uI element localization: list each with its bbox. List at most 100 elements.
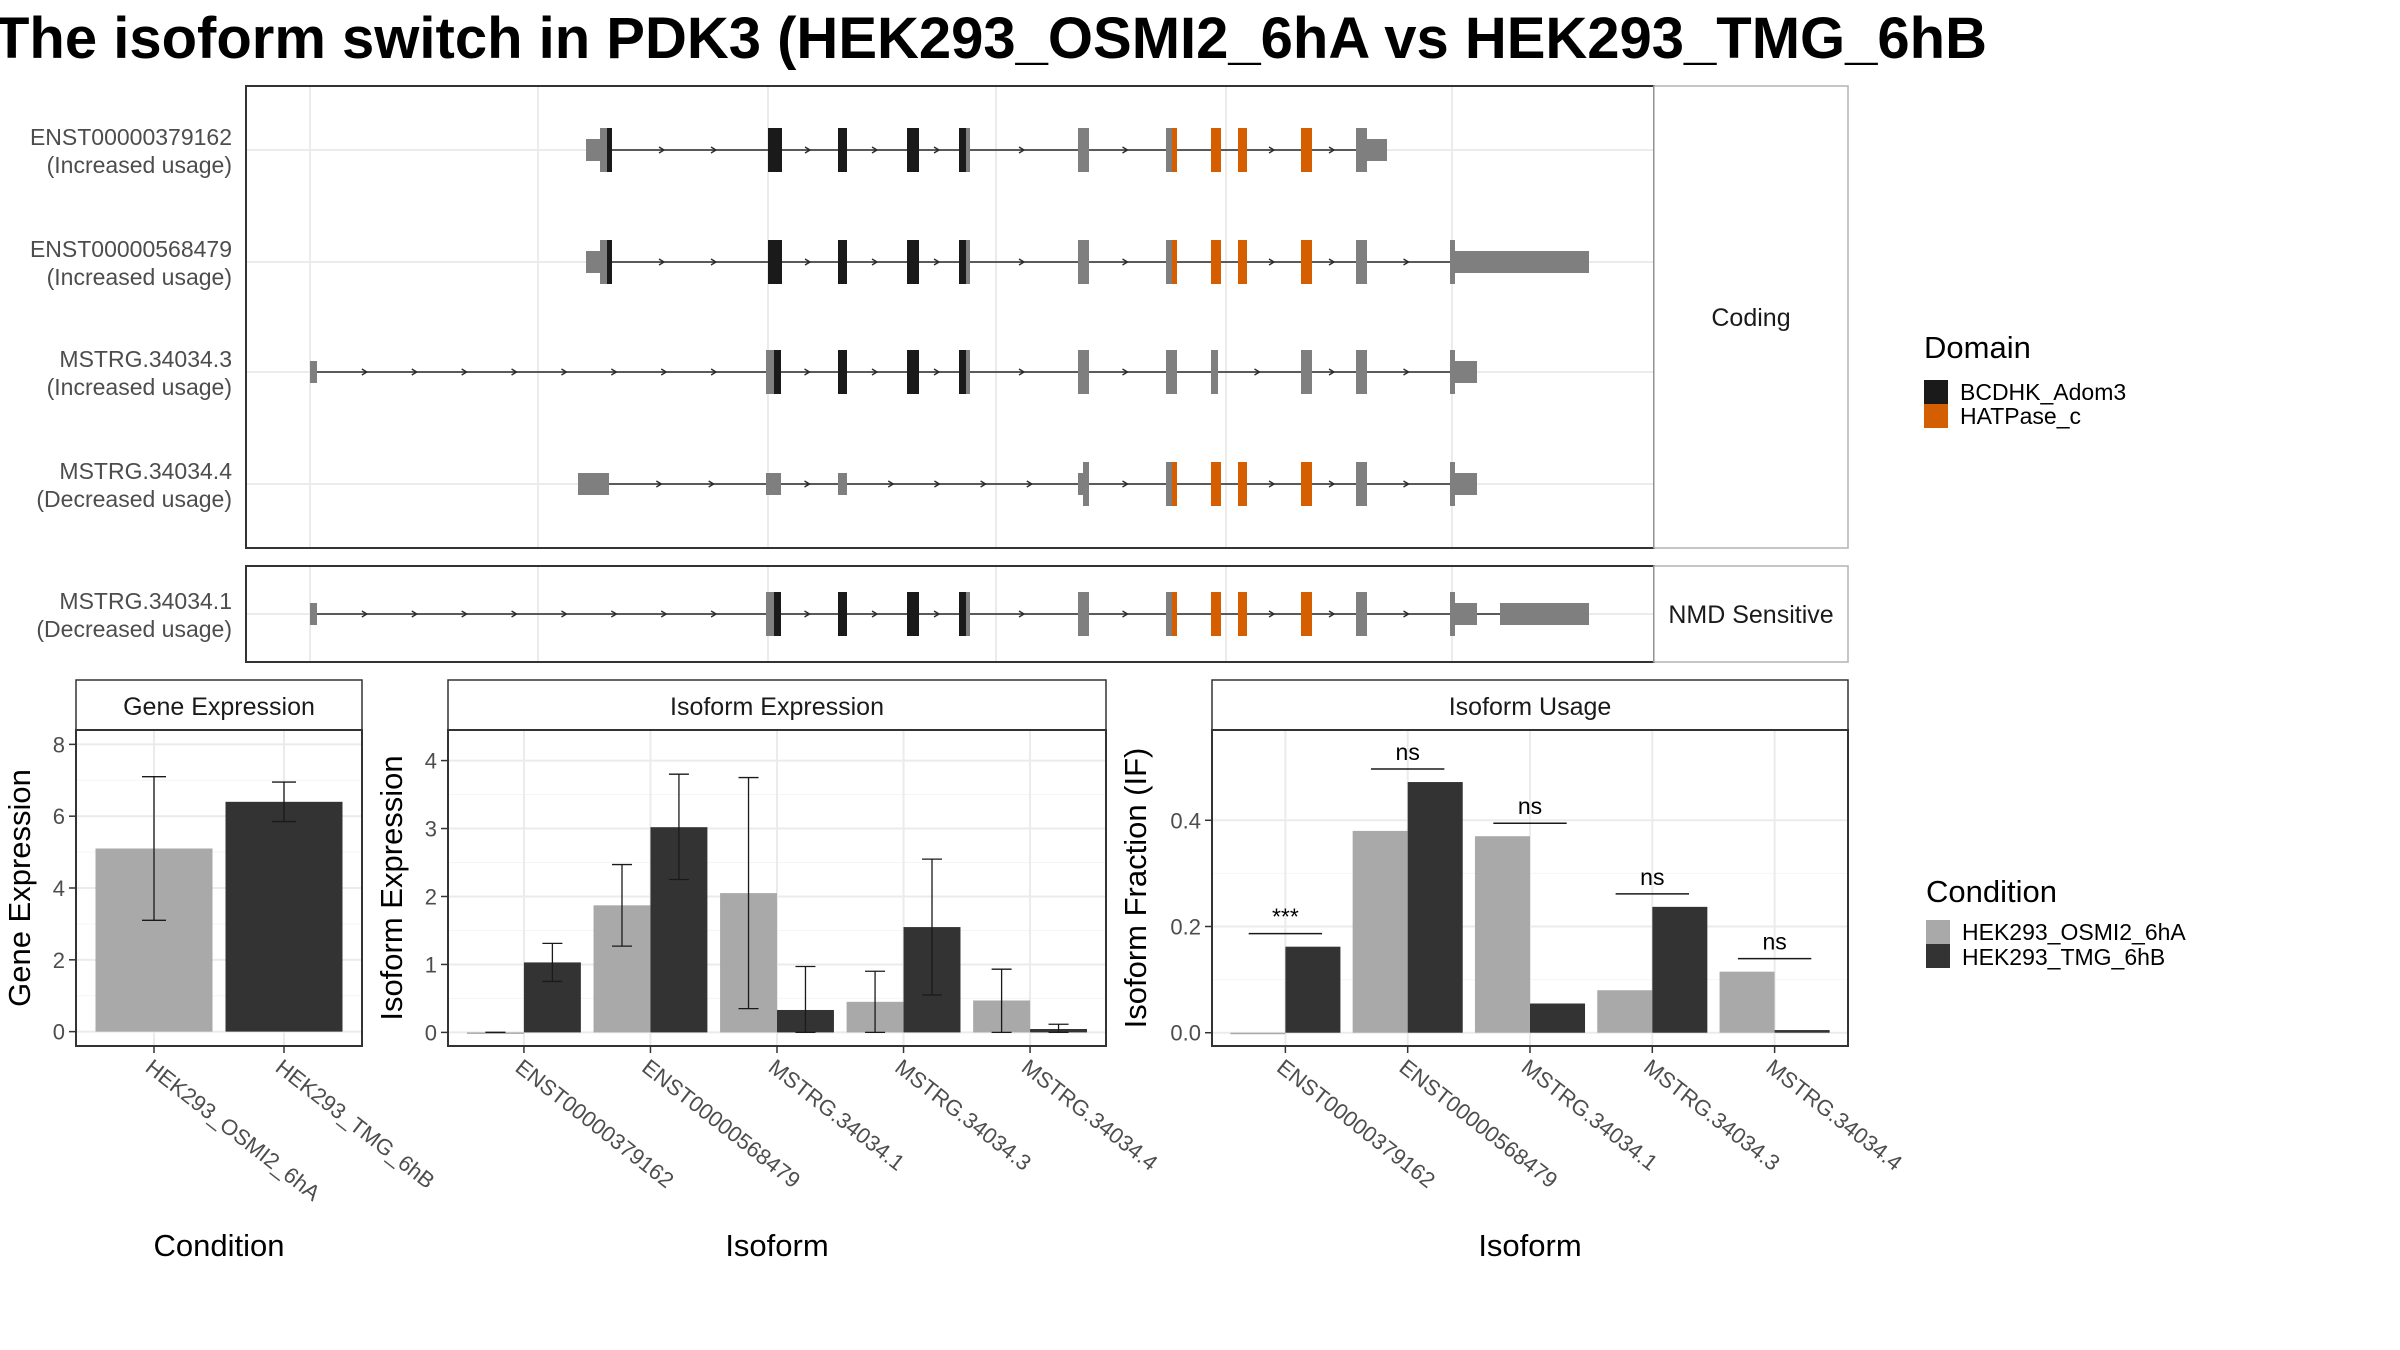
chart-panel-border — [1211, 729, 1849, 1047]
exon — [1450, 592, 1455, 636]
bar — [466, 1032, 524, 1034]
intron-arrow — [1122, 258, 1129, 266]
exon — [966, 128, 970, 172]
intron-arrow — [610, 610, 618, 618]
intron-arrow — [1328, 146, 1336, 154]
condition-legend: Condition HEK293_OSMI2_6hA HEK293_TMG_6h… — [1926, 874, 2186, 970]
exon — [600, 240, 607, 284]
exon — [966, 350, 970, 394]
exon — [1356, 462, 1367, 506]
transcript-row-MSTRG.34034.3: MSTRG.34034.3(Increased usage) — [47, 346, 1477, 400]
bar — [1597, 990, 1653, 1033]
bar — [1285, 946, 1341, 1033]
intron-arrow — [1254, 368, 1261, 376]
transcript-row-ENST00000568479: ENST00000568479(Increased usage) — [30, 236, 1589, 290]
exon — [838, 473, 847, 495]
intron-arrow — [804, 368, 811, 376]
intron-arrow — [710, 258, 718, 266]
transcript-row-MSTRG.34034.1: MSTRG.34034.1(Decreased usage) — [36, 588, 1589, 642]
intron-arrow — [461, 368, 469, 376]
domain-bcdhk-exon — [907, 350, 919, 394]
transcript-label-usage: (Increased usage) — [47, 152, 232, 178]
intron-arrow — [658, 258, 666, 266]
domain-bcdhk-exon — [838, 350, 847, 394]
exon — [1356, 128, 1367, 172]
exon — [966, 240, 970, 284]
bar — [1352, 830, 1408, 1033]
intron-arrow — [658, 146, 666, 154]
facet-strip-label: NMD Sensitive — [1668, 601, 1833, 629]
domain-bcdhk-exon — [959, 350, 966, 394]
intron-arrow — [361, 610, 369, 618]
facet-strip-label: Coding — [1711, 304, 1790, 332]
chart-strip — [447, 679, 1107, 731]
intron-arrow — [411, 610, 419, 618]
exon — [1450, 350, 1455, 394]
chart-strip — [75, 679, 363, 731]
intron-arrow — [871, 146, 879, 154]
intron-arrow — [561, 610, 568, 618]
domain-hatpase-exon — [1238, 592, 1247, 636]
intron-arrow — [1268, 480, 1276, 488]
condition-legend-label-b: HEK293_TMG_6hB — [1962, 944, 2165, 970]
domain-bcdhk-exon — [907, 592, 919, 636]
domain-bcdhk-exon — [838, 592, 847, 636]
intron-arrow — [1403, 368, 1410, 376]
y-axis-title: Gene Expression — [2, 769, 37, 1007]
domain-hatpase-exon — [1238, 128, 1247, 172]
exon — [1356, 350, 1367, 394]
intron-arrow — [1018, 610, 1026, 618]
intron-arrow — [1328, 610, 1336, 618]
intron-arrow — [804, 480, 811, 488]
exon — [1078, 592, 1089, 636]
domain-bcdhk-exon — [607, 128, 612, 172]
intron-arrow — [708, 480, 716, 488]
domain-legend-title: Domain — [1924, 330, 2031, 365]
intron-arrow — [933, 368, 941, 376]
intron-arrow — [1018, 368, 1026, 376]
bar — [1719, 971, 1775, 1033]
exon — [766, 592, 774, 636]
bar — [1407, 782, 1463, 1033]
y-tick-label: 4 — [53, 876, 65, 901]
y-tick-label: 0 — [53, 1020, 65, 1045]
y-tick-label: 6 — [53, 804, 65, 829]
domain-hatpase-exon — [1211, 128, 1221, 172]
domain-bcdhk-exon — [607, 240, 612, 284]
significance-label: ns — [1640, 864, 1664, 890]
chart-panel-border — [447, 729, 1107, 1047]
domain-bcdhk-exon — [959, 592, 966, 636]
intron-arrow — [710, 368, 718, 376]
exon — [310, 361, 317, 383]
intron-arrow — [933, 146, 941, 154]
exon — [966, 592, 970, 636]
intron-arrow — [660, 368, 668, 376]
y-tick-label: 0 — [425, 1020, 437, 1045]
intron-arrow — [1328, 368, 1336, 376]
domain-bcdhk-exon — [838, 240, 847, 284]
domain-legend: Domain BCDHK_Adom3 HATPase_c — [1924, 330, 2126, 429]
exon — [1078, 350, 1089, 394]
intron-arrow — [1026, 480, 1034, 488]
x-tick-label: MSTRG.34034.3 — [890, 1054, 1035, 1175]
intron-arrow — [1403, 610, 1410, 618]
exon — [310, 603, 317, 625]
transcript-label-id: MSTRG.34034.1 — [59, 588, 232, 614]
facet-strip — [1653, 85, 1849, 549]
intron-arrow — [1018, 146, 1026, 154]
domain-hatpase-exon — [1301, 128, 1312, 172]
exon — [1166, 350, 1177, 394]
domain-hatpase-exon — [1211, 462, 1221, 506]
x-axis-title: Isoform — [725, 1228, 828, 1263]
chart-title: Isoform Expression — [670, 693, 884, 721]
exon — [766, 350, 774, 394]
exon — [1078, 128, 1089, 172]
domain-hatpase-exon — [1238, 240, 1247, 284]
intron-arrow — [980, 480, 987, 488]
condition-legend-label-a: HEK293_OSMI2_6hA — [1962, 919, 2186, 945]
exon — [578, 473, 609, 495]
bar — [1652, 906, 1708, 1033]
domain-hatpase-exon — [1172, 462, 1177, 506]
exon — [586, 251, 600, 273]
intron-arrow — [361, 368, 369, 376]
